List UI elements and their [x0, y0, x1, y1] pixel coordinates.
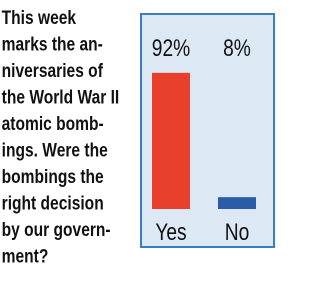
question-line: right decision [2, 192, 104, 214]
category-label: Yes [155, 218, 186, 246]
bar [152, 73, 190, 209]
question-line: niversaries of [2, 60, 103, 82]
bar [218, 197, 256, 209]
question-line: marks the an- [2, 33, 103, 55]
value-label: 92% [152, 34, 190, 62]
question: This week marks the an-niversaries of the … [2, 7, 120, 267]
question-line: by our govern- [2, 219, 111, 241]
question-line: This week [2, 7, 77, 29]
question-line: the World War II [2, 86, 120, 108]
question-line: ment? [2, 245, 49, 267]
question-line: bombings the [2, 166, 104, 188]
poll-graphic: This week marks the an-niversaries of the … [0, 0, 280, 295]
question-line: ings. Were the [2, 139, 108, 161]
category-label: No [225, 218, 250, 246]
value-label: 8% [223, 34, 251, 62]
question-line: atomic bomb- [2, 113, 104, 135]
